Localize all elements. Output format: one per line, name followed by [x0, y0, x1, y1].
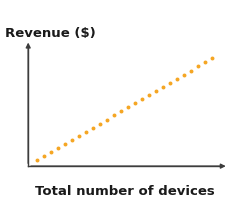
- Point: [154, 89, 158, 93]
- Point: [175, 77, 179, 81]
- Text: Total number of devices: Total number of devices: [35, 185, 214, 198]
- Point: [112, 114, 116, 117]
- Point: [182, 73, 186, 76]
- Point: [56, 147, 60, 150]
- Point: [196, 65, 200, 68]
- Point: [126, 106, 130, 109]
- Point: [133, 102, 137, 105]
- Point: [35, 159, 39, 162]
- Point: [119, 110, 123, 113]
- Point: [98, 122, 102, 125]
- Point: [168, 81, 172, 85]
- Point: [63, 142, 67, 146]
- Point: [203, 61, 207, 64]
- Point: [70, 138, 74, 142]
- Point: [147, 93, 151, 97]
- Point: [50, 151, 53, 154]
- Point: [210, 57, 214, 60]
- Point: [189, 69, 193, 72]
- Point: [84, 130, 88, 134]
- Text: Revenue ($): Revenue ($): [5, 27, 96, 40]
- Point: [105, 118, 109, 121]
- Point: [91, 126, 95, 130]
- Point: [161, 85, 165, 89]
- Point: [140, 98, 144, 101]
- Point: [77, 134, 81, 138]
- Point: [43, 155, 46, 158]
